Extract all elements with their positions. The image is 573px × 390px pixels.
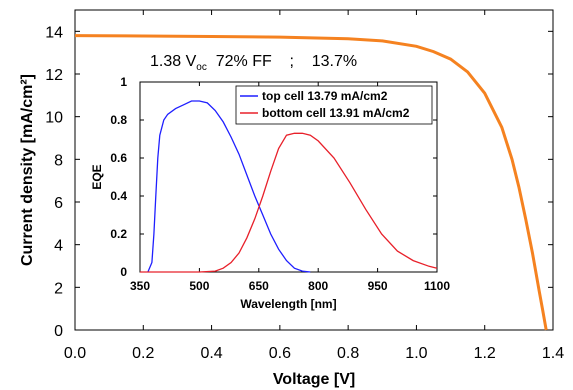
main-x-tick-label: 1.4 (542, 345, 564, 362)
inset-y-tick-label: 0.4 (110, 189, 127, 203)
main-y-tick-label: 2 (54, 280, 63, 297)
main-x-tick-label: 0.4 (200, 345, 222, 362)
inset-y-tick-label: 0.8 (110, 113, 127, 127)
main-x-tick-label: 0.8 (337, 345, 359, 362)
inset-legend-label: top cell 13.79 mA/cm2 (262, 89, 388, 103)
inset-x-tick-label: 800 (308, 279, 328, 293)
jv-curve-series (74, 34, 548, 331)
inset-y-tick-label: 1 (120, 75, 127, 89)
inset-x-tick-label: 650 (249, 279, 269, 293)
main-x-tick-label: 0.6 (269, 345, 291, 362)
main-plot-frame (74, 9, 554, 331)
main-y-tick-label: 0 (54, 323, 63, 340)
main-jv-chart: 0.0 0.2 0.4 0.6 0.8 1.0 1.2 1.402468101214Volta… (19, 9, 564, 388)
inset-legend-box (235, 85, 433, 125)
inset-x-tick-label: 500 (189, 279, 209, 293)
inset-legend-label: bottom cell 13.91 mA/cm2 (262, 106, 410, 120)
main-y-tick-label: 10 (45, 110, 63, 127)
inset-y-axis-label: EQE (90, 164, 104, 189)
inset-x-tick-label: 950 (368, 279, 388, 293)
inset-x-axis-label: Wavelength [nm] (240, 297, 336, 311)
main-y-tick-label: 14 (45, 24, 63, 41)
voc-subscript: oc (196, 62, 207, 73)
inset-x-tick-label: 350 (130, 279, 150, 293)
eqe-curve-series (147, 100, 311, 273)
main-x-tick-label: 0.0 (64, 345, 86, 362)
main-y-tick-label: 12 (45, 67, 63, 84)
efficiency-annotation: 1.38 Voc 72% FF ; 13.7% (150, 53, 358, 73)
main-y-tick-label: 4 (54, 238, 63, 255)
main-x-tick-label: 0.2 (132, 345, 154, 362)
inset-y-tick-label: 0 (120, 265, 127, 279)
inset-eqe-chart: 350 500 650 800 950 1100 0 0.2 0.4 0.6 0.8 1 Wavelen… (90, 75, 450, 311)
inset-plot-frame (139, 81, 438, 273)
inset-y-tick-label: 0.6 (110, 151, 127, 165)
ff-efficiency-text: 72% FF ; 13.7% (206, 53, 358, 70)
inset-y-tick-label: 0.2 (110, 227, 127, 241)
main-y-tick-label: 6 (54, 195, 63, 212)
main-y-axis-label: Current density [mA/cm²] (19, 74, 36, 266)
main-x-tick-label: 1.2 (474, 345, 496, 362)
main-x-tick-label: 1.0 (405, 345, 427, 362)
main-x-axis-label: Voltage [V] (273, 371, 355, 388)
main-y-tick-label: 8 (54, 152, 63, 169)
inset-x-tick-label: 1100 (424, 279, 450, 293)
voc-value: 1.38 V (150, 53, 197, 70)
eqe-curve-series (140, 132, 438, 273)
